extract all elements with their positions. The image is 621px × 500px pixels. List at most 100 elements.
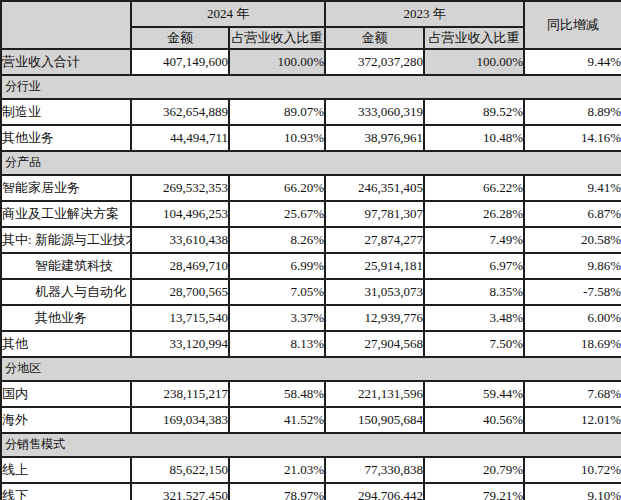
header-year-2023: 2023 年 (325, 1, 524, 27)
yoy-change-cell: 20.58% (524, 227, 621, 253)
section-label-cell: 分销售模式 (1, 433, 621, 457)
amount-2023-cell: 77,330,838 (325, 457, 424, 483)
amount-2024-cell: 321,527,450 (131, 483, 229, 500)
table-row: 机器人与自动化28,700,5657.05%31,053,0738.35%-7.… (1, 279, 621, 305)
row-label-cell: 其他业务 (1, 305, 131, 331)
ratio-2024-cell: 41.52% (229, 407, 325, 433)
table-row: 国内238,115,21758.48%221,131,59659.44%7.68… (1, 381, 621, 407)
ratio-2023-cell: 6.97% (424, 253, 524, 279)
table-row: 制造业362,654,88989.07%333,060,31989.52%8.8… (1, 99, 621, 125)
ratio-2024-cell: 6.99% (229, 253, 325, 279)
amount-2023-cell: 27,874,277 (325, 227, 424, 253)
header-amount-2023: 金额 (325, 27, 424, 49)
ratio-2024-cell: 8.26% (229, 227, 325, 253)
amount-2024-cell: 104,496,253 (131, 201, 229, 227)
ratio-2023-cell: 7.50% (424, 331, 524, 357)
amount-2024-cell: 13,715,540 (131, 305, 229, 331)
ratio-2023-cell: 59.44% (424, 381, 524, 407)
row-label-cell: 国内 (1, 381, 131, 407)
yoy-change-cell: 9.86% (524, 253, 621, 279)
ratio-2023-cell: 100.00% (424, 49, 524, 75)
amount-2023-cell: 97,781,307 (325, 201, 424, 227)
table-row: 营业收入合计407,149,600100.00%372,037,280100.0… (1, 49, 621, 75)
ratio-2024-cell: 21.03% (229, 457, 325, 483)
header-yoy-change: 同比增减 (524, 1, 621, 49)
yoy-change-cell: 12.01% (524, 407, 621, 433)
table-row: 其中: 新能源与工业技术33,610,4388.26%27,874,2777.4… (1, 227, 621, 253)
amount-2023-cell: 294,706,442 (325, 483, 424, 500)
ratio-2024-cell: 89.07% (229, 99, 325, 125)
table-body: 营业收入合计407,149,600100.00%372,037,280100.0… (1, 49, 621, 500)
header-amount-2024: 金额 (131, 27, 229, 49)
section-row: 分销售模式 (1, 433, 621, 457)
ratio-2024-cell: 78.97% (229, 483, 325, 500)
amount-2024-cell: 269,532,353 (131, 175, 229, 201)
amount-2023-cell: 38,976,961 (325, 125, 424, 151)
amount-2023-cell: 246,351,405 (325, 175, 424, 201)
table-row: 其他33,120,9948.13%27,904,5687.50%18.69% (1, 331, 621, 357)
amount-2023-cell: 150,905,684 (325, 407, 424, 433)
amount-2024-cell: 28,469,710 (131, 253, 229, 279)
table-row: 线下321,527,45078.97%294,706,44279.21%9.10… (1, 483, 621, 500)
row-label-cell: 海外 (1, 407, 131, 433)
ratio-2024-cell: 10.93% (229, 125, 325, 151)
header-empty-cell (1, 1, 131, 49)
row-label-cell: 机器人与自动化 (1, 279, 131, 305)
amount-2023-cell: 372,037,280 (325, 49, 424, 75)
row-label-cell: 线下 (1, 483, 131, 500)
table-row: 线上85,622,15021.03%77,330,83820.79%10.72% (1, 457, 621, 483)
ratio-2024-cell: 8.13% (229, 331, 325, 357)
amount-2023-cell: 25,914,181 (325, 253, 424, 279)
row-label-cell: 营业收入合计 (1, 49, 131, 75)
row-label-cell: 其他 (1, 331, 131, 357)
table-row: 其他业务13,715,5403.37%12,939,7763.48%6.00% (1, 305, 621, 331)
yoy-change-cell: -7.58% (524, 279, 621, 305)
amount-2024-cell: 362,654,889 (131, 99, 229, 125)
yoy-change-cell: 9.44% (524, 49, 621, 75)
row-label-cell: 智能家居业务 (1, 175, 131, 201)
ratio-2024-cell: 7.05% (229, 279, 325, 305)
yoy-change-cell: 8.89% (524, 99, 621, 125)
amount-2024-cell: 238,115,217 (131, 381, 229, 407)
table-row: 其他业务44,494,71110.93%38,976,96110.48%14.1… (1, 125, 621, 151)
section-label-cell: 分地区 (1, 357, 621, 381)
yoy-change-cell: 10.72% (524, 457, 621, 483)
amount-2024-cell: 33,120,994 (131, 331, 229, 357)
yoy-change-cell: 6.87% (524, 201, 621, 227)
section-row: 分地区 (1, 357, 621, 381)
amount-2023-cell: 333,060,319 (325, 99, 424, 125)
table-row: 海外169,034,38341.52%150,905,68440.56%12.0… (1, 407, 621, 433)
header-ratio-2024: 占营业收入比重 (229, 27, 325, 49)
yoy-change-cell: 18.69% (524, 331, 621, 357)
table-row: 商业及工业解决方案104,496,25325.67%97,781,30726.2… (1, 201, 621, 227)
ratio-2023-cell: 7.49% (424, 227, 524, 253)
row-label-cell: 商业及工业解决方案 (1, 201, 131, 227)
yoy-change-cell: 14.16% (524, 125, 621, 151)
row-label-cell: 智能建筑科技 (1, 253, 131, 279)
ratio-2023-cell: 26.28% (424, 201, 524, 227)
ratio-2023-cell: 10.48% (424, 125, 524, 151)
row-label-cell: 线上 (1, 457, 131, 483)
header-year-2024: 2024 年 (131, 1, 325, 27)
amount-2024-cell: 85,622,150 (131, 457, 229, 483)
amount-2024-cell: 169,034,383 (131, 407, 229, 433)
header-ratio-2023: 占营业收入比重 (424, 27, 524, 49)
revenue-breakdown-table: 2024 年 2023 年 同比增减 金额 占营业收入比重 金额 占营业收入比重… (0, 0, 621, 500)
ratio-2023-cell: 66.22% (424, 175, 524, 201)
ratio-2024-cell: 3.37% (229, 305, 325, 331)
amount-2024-cell: 28,700,565 (131, 279, 229, 305)
yoy-change-cell: 9.10% (524, 483, 621, 500)
amount-2023-cell: 31,053,073 (325, 279, 424, 305)
revenue-breakdown-table-viewport: 2024 年 2023 年 同比增减 金额 占营业收入比重 金额 占营业收入比重… (0, 0, 621, 500)
row-label-cell: 制造业 (1, 99, 131, 125)
ratio-2023-cell: 3.48% (424, 305, 524, 331)
ratio-2024-cell: 66.20% (229, 175, 325, 201)
ratio-2023-cell: 89.52% (424, 99, 524, 125)
section-row: 分产品 (1, 151, 621, 175)
header-row-years: 2024 年 2023 年 同比增减 (1, 1, 621, 27)
ratio-2023-cell: 20.79% (424, 457, 524, 483)
section-row: 分行业 (1, 75, 621, 99)
amount-2024-cell: 33,610,438 (131, 227, 229, 253)
ratio-2023-cell: 79.21% (424, 483, 524, 500)
ratio-2023-cell: 40.56% (424, 407, 524, 433)
